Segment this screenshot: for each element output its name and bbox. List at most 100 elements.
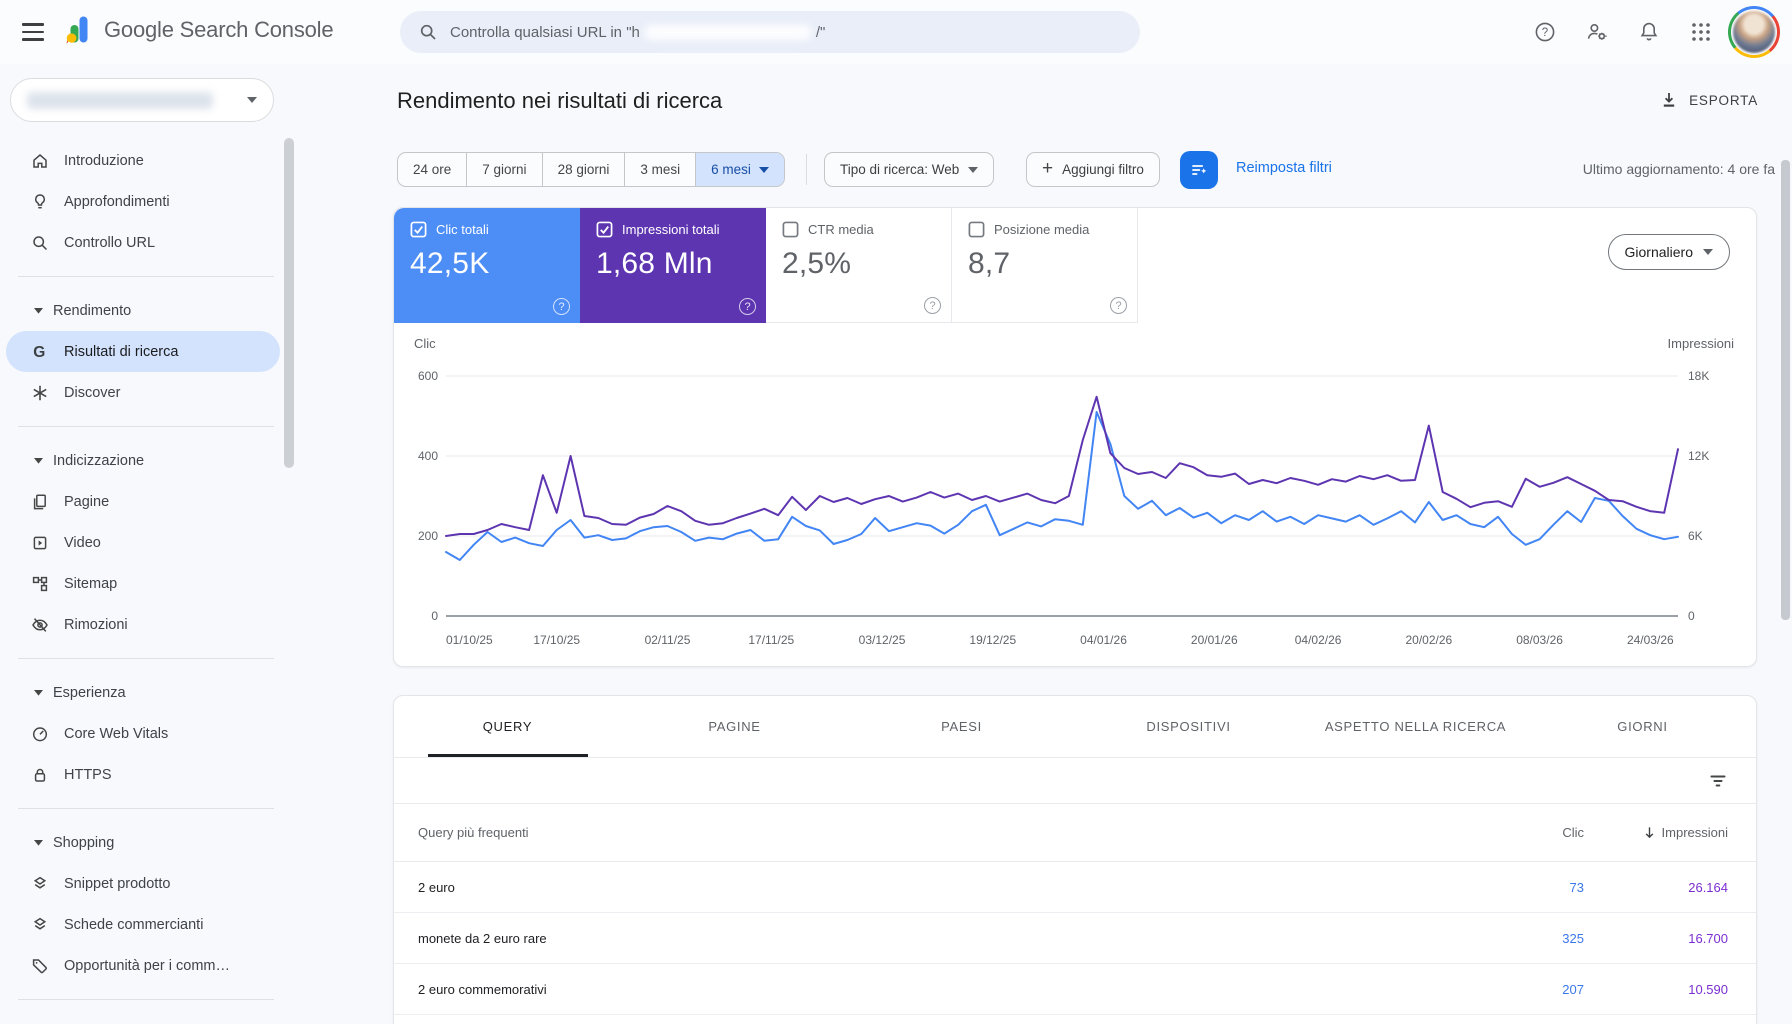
sidebar-item-sitemap[interactable]: Sitemap: [0, 563, 300, 604]
sidebar-item-snippet-prodotto[interactable]: Snippet prodotto: [0, 863, 300, 904]
sidebar-section-rendimento[interactable]: Rendimento: [0, 290, 300, 331]
sidebar-item-introduzione[interactable]: Introduzione: [0, 140, 300, 181]
product-name: Google Search Console: [104, 17, 334, 42]
left-axis-title: Clic: [414, 336, 436, 351]
user-settings-icon[interactable]: [1584, 19, 1610, 45]
svg-text:600: 600: [418, 369, 438, 383]
svg-text:18K: 18K: [1688, 369, 1709, 383]
search-type-chip[interactable]: Tipo di ricerca: Web: [824, 152, 995, 187]
metric-card-ctr-media[interactable]: CTR media 2,5% ?: [766, 208, 952, 323]
help-icon[interactable]: ?: [924, 297, 941, 314]
table-rows: 2 euro 73 26.164 monete da 2 euro rare 3…: [394, 862, 1756, 1015]
table-row[interactable]: 2 euro 73 26.164: [394, 862, 1756, 913]
svg-text:01/10/25: 01/10/25: [446, 633, 493, 647]
metric-value: 2,5%: [782, 247, 852, 280]
metric-card-posizione-media[interactable]: Posizione media 8,7 ?: [952, 208, 1138, 323]
table-toolbar: [394, 758, 1756, 804]
right-axis-title: Impressioni: [1667, 336, 1734, 351]
tab-giorni[interactable]: GIORNI: [1617, 719, 1668, 734]
table-row[interactable]: 2 euro commemorativi 207 10.590: [394, 964, 1756, 1015]
layers-icon: [30, 874, 50, 894]
help-icon[interactable]: ?: [1532, 19, 1558, 45]
sidebar-item-discover[interactable]: Discover: [0, 372, 300, 413]
sidebar-item-core-web-vitals[interactable]: Core Web Vitals: [0, 713, 300, 754]
svg-text:200: 200: [418, 529, 438, 543]
sidebar-item-rimozioni[interactable]: Rimozioni: [0, 604, 300, 645]
app-logo[interactable]: Google Search Console: [62, 14, 334, 46]
smart-filter-button[interactable]: [1180, 151, 1218, 189]
svg-text:6K: 6K: [1688, 529, 1703, 543]
table-row[interactable]: monete da 2 euro rare 325 16.700: [394, 913, 1756, 964]
svg-text:0: 0: [431, 609, 438, 623]
date-range-control: 24 ore 7 giorni 28 giorni 3 mesi 6 mesi: [397, 152, 785, 187]
metric-card-impressioni-totali[interactable]: Impressioni totali 1,68 Mln ?: [580, 208, 766, 323]
tab-query[interactable]: QUERY: [394, 696, 621, 757]
sidebar-section-miglioramenti[interactable]: Miglioramenti: [0, 1013, 300, 1024]
sidebar-section-shopping[interactable]: Shopping: [0, 822, 300, 863]
sidebar-item-schede-commercianti[interactable]: Schede commercianti: [0, 904, 300, 945]
range-7-giorni[interactable]: 7 giorni: [466, 153, 541, 186]
help-icon[interactable]: ?: [553, 298, 570, 315]
column-impressioni[interactable]: Impressioni: [1584, 825, 1756, 840]
svg-text:04/01/26: 04/01/26: [1080, 633, 1127, 647]
topbar: Google Search Console Controlla qualsias…: [0, 0, 1792, 64]
url-inspection-search[interactable]: Controlla qualsiasi URL in "h/": [400, 11, 1140, 53]
dimension-tabs: QUERY PAGINE PAESI DISPOSITIVI ASPETTO N…: [394, 696, 1756, 758]
reset-filters-link[interactable]: Reimposta filtri: [1236, 160, 1332, 176]
filter-rows-icon[interactable]: [1708, 771, 1728, 791]
help-icon[interactable]: ?: [1110, 297, 1127, 314]
account-avatar[interactable]: [1728, 6, 1780, 58]
export-button[interactable]: ESPORTA: [1659, 90, 1758, 110]
range-6-mesi-selected[interactable]: 6 mesi: [695, 153, 784, 186]
caret-down-icon: [1703, 249, 1713, 255]
notifications-icon[interactable]: [1636, 19, 1662, 45]
filter-sparkle-icon: [1192, 165, 1207, 175]
svg-text:400: 400: [418, 449, 438, 463]
svg-text:20/02/26: 20/02/26: [1405, 633, 1452, 647]
chevron-down-icon: [247, 97, 257, 103]
sidebar-item-approfondimenti[interactable]: Approfondimenti: [0, 181, 300, 222]
property-selector[interactable]: [10, 78, 274, 122]
range-3-mesi[interactable]: 3 mesi: [624, 153, 695, 186]
svg-text:04/02/26: 04/02/26: [1295, 633, 1342, 647]
range-24-ore[interactable]: 24 ore: [413, 162, 452, 177]
sidebar-item-https[interactable]: HTTPS: [0, 754, 300, 795]
checkbox-unchecked-icon[interactable]: [782, 221, 799, 238]
range-28-giorni[interactable]: 28 giorni: [541, 153, 625, 186]
svg-text:20/01/26: 20/01/26: [1191, 633, 1238, 647]
performance-chart[interactable]: 600 400 200 0 18K 12K 6K 0 01/10/25 17/10/25 02/11…: [410, 354, 1740, 654]
column-clic[interactable]: Clic: [1562, 825, 1584, 840]
add-filter-chip[interactable]: + Aggiungi filtro: [1026, 152, 1160, 187]
checkbox-checked-icon[interactable]: [410, 221, 427, 238]
filter-bar: 24 ore 7 giorni 28 giorni 3 mesi 6 mesi …: [397, 151, 1775, 189]
sidebar-scrollbar[interactable]: [284, 138, 294, 468]
caret-down-icon: [758, 166, 769, 173]
sidebar-item-pagine[interactable]: Pagine: [0, 481, 300, 522]
sidebar: Introduzione Approfondimenti Controllo U…: [0, 140, 300, 1024]
apps-grid-icon[interactable]: [1688, 19, 1714, 45]
svg-text:0: 0: [1688, 609, 1695, 623]
tag-icon: [30, 956, 50, 976]
sidebar-item-opportunita-commercianti[interactable]: Opportunità per i comm…: [0, 945, 300, 986]
help-icon[interactable]: ?: [739, 298, 756, 315]
checkbox-unchecked-icon[interactable]: [968, 221, 985, 238]
tab-aspetto-nella-ricerca[interactable]: ASPETTO NELLA RICERCA: [1324, 719, 1507, 734]
divider: [18, 808, 274, 809]
sidebar-item-controllo-url[interactable]: Controllo URL: [0, 222, 300, 263]
svg-text:G: G: [33, 344, 45, 361]
tab-dispositivi[interactable]: DISPOSITIVI: [1146, 719, 1231, 734]
sidebar-item-risultati-di-ricerca[interactable]: G Risultati di ricerca: [6, 331, 280, 372]
divider: [18, 276, 274, 277]
page-scrollbar[interactable]: [1781, 160, 1790, 620]
metric-value: 8,7: [968, 247, 1011, 280]
column-query[interactable]: Query più frequenti: [418, 825, 529, 840]
sidebar-section-esperienza[interactable]: Esperienza: [0, 672, 300, 713]
menu-icon[interactable]: [20, 19, 46, 45]
granularity-dropdown[interactable]: Giornaliero: [1607, 234, 1730, 270]
metric-card-clic-totali[interactable]: Clic totali 42,5K ?: [394, 208, 580, 323]
checkbox-checked-icon[interactable]: [596, 221, 613, 238]
tab-paesi[interactable]: PAESI: [941, 719, 982, 734]
sidebar-section-indicizzazione[interactable]: Indicizzazione: [0, 440, 300, 481]
tab-pagine[interactable]: PAGINE: [708, 719, 761, 734]
sidebar-item-video[interactable]: Video: [0, 522, 300, 563]
